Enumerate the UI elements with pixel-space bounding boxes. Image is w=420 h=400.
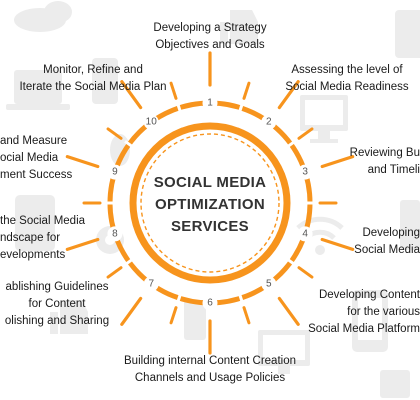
step-1-badge (202, 95, 218, 111)
phone-icon (184, 300, 206, 340)
step-5-badge (261, 276, 277, 292)
short-ray (242, 81, 251, 100)
ring-gap (176, 102, 183, 114)
step-5-number: 5 (266, 278, 272, 289)
step-6-badge (202, 295, 218, 311)
ray-step-5 (277, 296, 300, 326)
step-1-number: 1 (207, 98, 213, 109)
step-7-badge (143, 276, 159, 292)
step-4-badge (297, 226, 313, 242)
thumbs-up-icon (220, 10, 258, 44)
step-numbers: 1 2 3 4 5 6 7 8 9 10 (107, 95, 313, 311)
diagram-title-line-3: SERVICES (171, 218, 249, 235)
laptop-icon (6, 70, 70, 110)
ring-gap (285, 257, 296, 266)
tablet-icon (15, 195, 55, 251)
step-2-number: 2 (266, 117, 272, 128)
ring-separators (105, 102, 315, 304)
tablet-icon (400, 200, 420, 250)
inner-dashed-ring (140, 133, 280, 273)
thumbs-up-icon (50, 300, 88, 334)
tablet-icon (395, 10, 420, 58)
step-9-badge (107, 164, 123, 180)
phone-icon (352, 290, 388, 352)
step-3-badge (297, 164, 313, 180)
step-3-label: Reviewing Bu and Timeli (349, 147, 420, 176)
short-ray (242, 306, 251, 325)
step-2-badge (261, 114, 277, 130)
cloud-icon (14, 1, 72, 32)
step-10-number: 10 (146, 117, 158, 128)
diagram-title-line-1: SOCIAL MEDIA (154, 174, 267, 191)
step-9-number: 9 (112, 167, 118, 178)
step-1-label: Developing a Strategy Objectives and Goa… (153, 22, 267, 51)
short-ray (169, 81, 178, 100)
monitor-icon (258, 330, 310, 374)
step-8-badge (107, 226, 123, 242)
ray-step-4 (320, 237, 355, 251)
step-3-number: 3 (302, 167, 308, 178)
ring-gap (237, 102, 244, 114)
step-6-label: Building internal Content Creation Chann… (124, 355, 296, 384)
step-4-label: Developing Social Media (354, 227, 420, 256)
ray-step-3 (320, 155, 355, 169)
step-4-number: 4 (302, 228, 308, 239)
ring-gap (124, 140, 135, 149)
ray-step-2 (277, 80, 300, 110)
step-7-label: ablishing Guidelines for Content olishin… (4, 281, 110, 327)
step-7-number: 7 (148, 278, 154, 289)
ring-gap (237, 292, 244, 304)
monitor-icon (300, 95, 348, 143)
step-8-label: the Social Media ndscape for evelopments (0, 215, 86, 261)
diagram-title-line-2: OPTIMIZATION (155, 196, 265, 213)
inner-ring (129, 122, 291, 284)
ring-gap (285, 140, 296, 149)
ring-gap (176, 292, 183, 304)
short-ray (297, 127, 314, 140)
phone-icon (380, 370, 410, 398)
ray-step-7 (120, 296, 143, 326)
ring-gap (124, 257, 135, 266)
step-2-label: Assessing the level of Social Media Read… (285, 64, 409, 93)
short-ray (106, 266, 123, 279)
step-6-number: 6 (207, 298, 213, 309)
short-ray (106, 127, 123, 140)
step-5-label: Developing Content for the various Socia… (308, 289, 420, 335)
ray-step-10 (120, 80, 143, 110)
step-9-label: and Measure ocial Media ment Success (0, 135, 73, 181)
ray-step-9 (65, 155, 100, 169)
step-10-badge (143, 114, 159, 130)
ray-step-8 (65, 237, 100, 251)
step-8-number: 8 (112, 228, 118, 239)
short-ray (169, 306, 178, 325)
phone-icon (92, 58, 118, 104)
step-10-label: Monitor, Refine and Iterate the Social M… (19, 64, 167, 93)
short-ray (297, 266, 314, 279)
